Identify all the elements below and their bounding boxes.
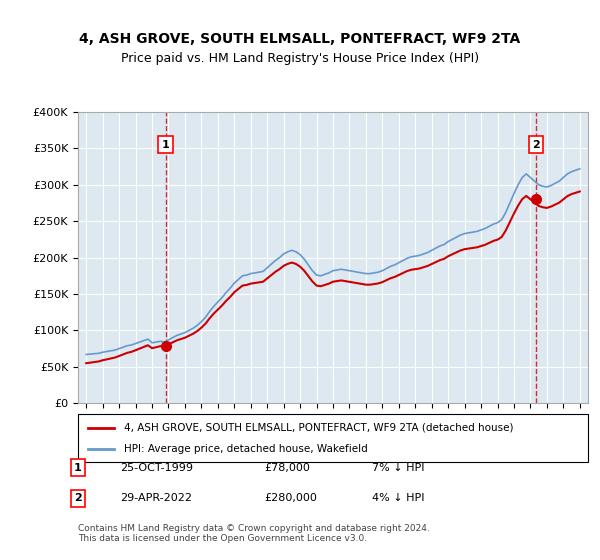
Text: Contains HM Land Registry data © Crown copyright and database right 2024.
This d: Contains HM Land Registry data © Crown c…: [78, 524, 430, 543]
Text: 2: 2: [532, 140, 540, 150]
Text: Price paid vs. HM Land Registry's House Price Index (HPI): Price paid vs. HM Land Registry's House …: [121, 52, 479, 66]
Text: 4% ↓ HPI: 4% ↓ HPI: [372, 493, 425, 503]
Text: 1: 1: [74, 463, 82, 473]
Text: 4, ASH GROVE, SOUTH ELMSALL, PONTEFRACT, WF9 2TA (detached house): 4, ASH GROVE, SOUTH ELMSALL, PONTEFRACT,…: [124, 423, 514, 433]
Text: £280,000: £280,000: [264, 493, 317, 503]
Text: 1: 1: [161, 140, 169, 150]
Text: 4, ASH GROVE, SOUTH ELMSALL, PONTEFRACT, WF9 2TA: 4, ASH GROVE, SOUTH ELMSALL, PONTEFRACT,…: [79, 32, 521, 46]
Text: 25-OCT-1999: 25-OCT-1999: [120, 463, 193, 473]
Text: 7% ↓ HPI: 7% ↓ HPI: [372, 463, 425, 473]
FancyBboxPatch shape: [78, 414, 588, 462]
Text: 29-APR-2022: 29-APR-2022: [120, 493, 192, 503]
Text: 2: 2: [74, 493, 82, 503]
Text: £78,000: £78,000: [264, 463, 310, 473]
Text: HPI: Average price, detached house, Wakefield: HPI: Average price, detached house, Wake…: [124, 444, 368, 454]
